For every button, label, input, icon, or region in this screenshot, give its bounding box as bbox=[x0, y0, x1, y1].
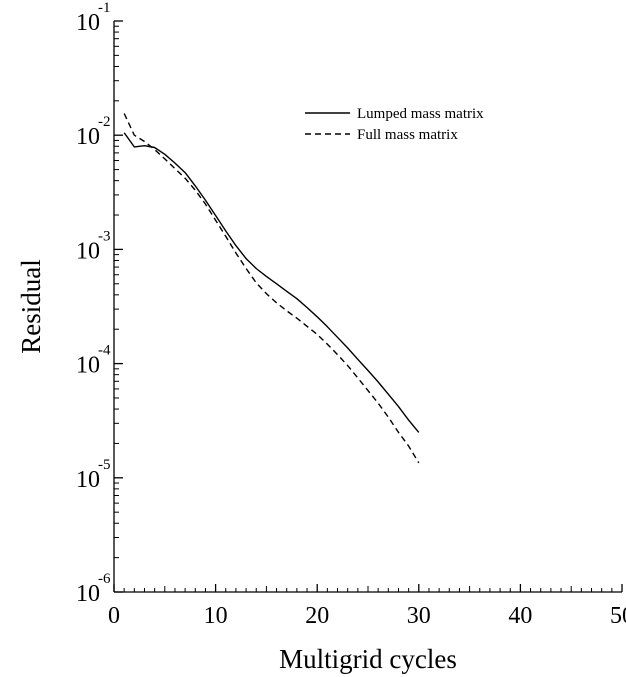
y-tick-label-base: 10 bbox=[76, 124, 100, 150]
y-tick-label-base: 10 bbox=[76, 353, 100, 379]
x-axis-label: Multigrid cycles bbox=[279, 644, 457, 674]
x-tick-label: 40 bbox=[508, 603, 532, 629]
legend: Lumped mass matrix Full mass matrix bbox=[305, 106, 484, 143]
y-tick-label-exponent: -2 bbox=[98, 114, 111, 130]
x-tick-label: 20 bbox=[305, 603, 329, 629]
x-tick-label: 50 bbox=[610, 603, 626, 629]
legend-label: Lumped mass matrix bbox=[357, 106, 484, 122]
lumped-mass-matrix-line bbox=[123, 132, 420, 433]
full-mass-matrix-line bbox=[123, 113, 420, 464]
x-axis-ticks: 0 10 20 30 40 50 bbox=[108, 584, 626, 629]
y-tick-label-exponent: -3 bbox=[98, 228, 111, 244]
y-tick-label-exponent: -1 bbox=[98, 0, 111, 16]
y-axis-label: Residual bbox=[16, 259, 46, 354]
x-tick-label: 10 bbox=[204, 603, 228, 629]
y-tick-label-base: 10 bbox=[76, 581, 100, 607]
x-tick-label: 30 bbox=[407, 603, 431, 629]
y-tick-label-exponent: -5 bbox=[98, 457, 111, 473]
y-tick-label-exponent: -6 bbox=[98, 571, 111, 587]
y-tick-label-base: 10 bbox=[76, 238, 100, 264]
series-layer bbox=[123, 113, 420, 464]
y-axis-ticks: 10-610-510-410-310-210-1 bbox=[76, 0, 123, 607]
x-tick-label: 0 bbox=[108, 603, 120, 629]
legend-label: Full mass matrix bbox=[357, 127, 458, 143]
y-tick-label-exponent: -4 bbox=[98, 343, 111, 359]
y-tick-label-base: 10 bbox=[76, 467, 100, 493]
y-tick-label-base: 10 bbox=[76, 10, 100, 36]
